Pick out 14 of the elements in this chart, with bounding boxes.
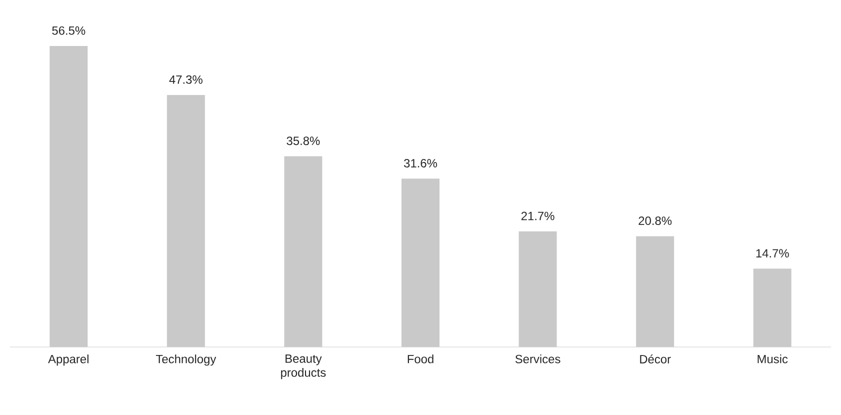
x-tick-label: Apparel [48,354,88,366]
data-label: 35.8% [286,136,320,146]
data-label: 14.7% [756,249,789,258]
x-tick-label: Beauty products [281,354,326,380]
data-label: 31.6% [404,158,438,168]
x-tick-label: Music [758,354,788,364]
data-label: 21.7% [521,212,554,220]
x-tick-label: Food [408,354,434,364]
data-label: 56.5% [52,26,86,35]
x-tick-label: Technology [156,354,216,366]
data-label: 20.8% [638,216,672,225]
data-label: 47.3% [169,75,202,84]
x-tick-label: Décor [640,354,671,364]
x-tick-label: Services [515,354,560,364]
